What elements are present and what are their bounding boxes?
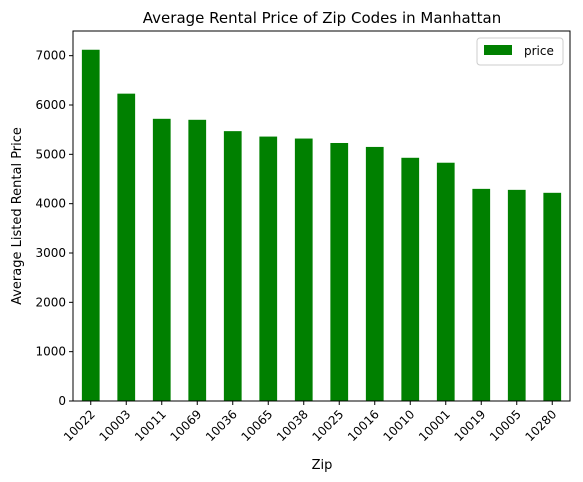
bar-10001: [436, 162, 455, 401]
bar-10011: [152, 118, 171, 402]
y-tick-label: 4000: [35, 197, 66, 211]
x-tick-label: 10011: [132, 407, 169, 444]
x-tick-label: 10019: [451, 407, 488, 444]
chart-title: Average Rental Price of Zip Codes in Man…: [143, 9, 501, 27]
y-tick-label: 6000: [35, 98, 66, 112]
y-tick-label: 0: [58, 394, 66, 408]
y-tick-label: 2000: [35, 295, 66, 309]
x-tick-label: 10022: [61, 407, 98, 444]
x-tick-label: 10010: [380, 407, 417, 444]
x-tick-label: 10001: [416, 407, 453, 444]
x-tick-label: 10003: [96, 407, 133, 444]
bar-10036: [223, 131, 242, 401]
x-tick-label: 10005: [487, 407, 524, 444]
plot-frame: [72, 30, 571, 402]
bar-10025: [330, 142, 349, 401]
y-tick-label: 5000: [35, 147, 66, 161]
bars-group: [81, 49, 562, 402]
x-tick-label: 10025: [309, 407, 346, 444]
x-tick-label: 10016: [345, 407, 382, 444]
bar-10019: [472, 188, 491, 401]
y-axis-ticks: 0 1000 2000 3000 4000 5000 6000 7000: [35, 49, 73, 408]
x-tick-label: 10038: [274, 407, 311, 444]
bar-10016: [365, 146, 384, 401]
legend-frame: [476, 37, 564, 66]
y-tick-label: 1000: [35, 345, 66, 359]
bar-10038: [294, 138, 313, 401]
x-tick-label: 10036: [203, 407, 240, 444]
x-axis-label: Zip: [312, 458, 333, 473]
bar-10280: [543, 192, 562, 401]
x-tick-label: 10280: [522, 407, 559, 444]
bar-10005: [507, 189, 526, 401]
x-axis-ticks: 1002210003100111006910036100651003810025…: [61, 401, 559, 444]
legend: price: [476, 37, 564, 66]
x-tick-label: 10069: [167, 407, 204, 444]
bar-10022: [81, 49, 100, 401]
bar-10010: [401, 157, 420, 401]
legend-swatch: [484, 45, 512, 55]
legend-label: price: [524, 44, 554, 58]
y-axis-label: Average Listed Rental Price: [10, 127, 25, 305]
bar-10065: [259, 136, 278, 401]
x-tick-label: 10065: [238, 407, 275, 444]
bar-10003: [117, 93, 136, 402]
y-tick-label: 3000: [35, 246, 66, 260]
y-tick-label: 7000: [35, 49, 66, 63]
bar-10069: [188, 119, 207, 402]
